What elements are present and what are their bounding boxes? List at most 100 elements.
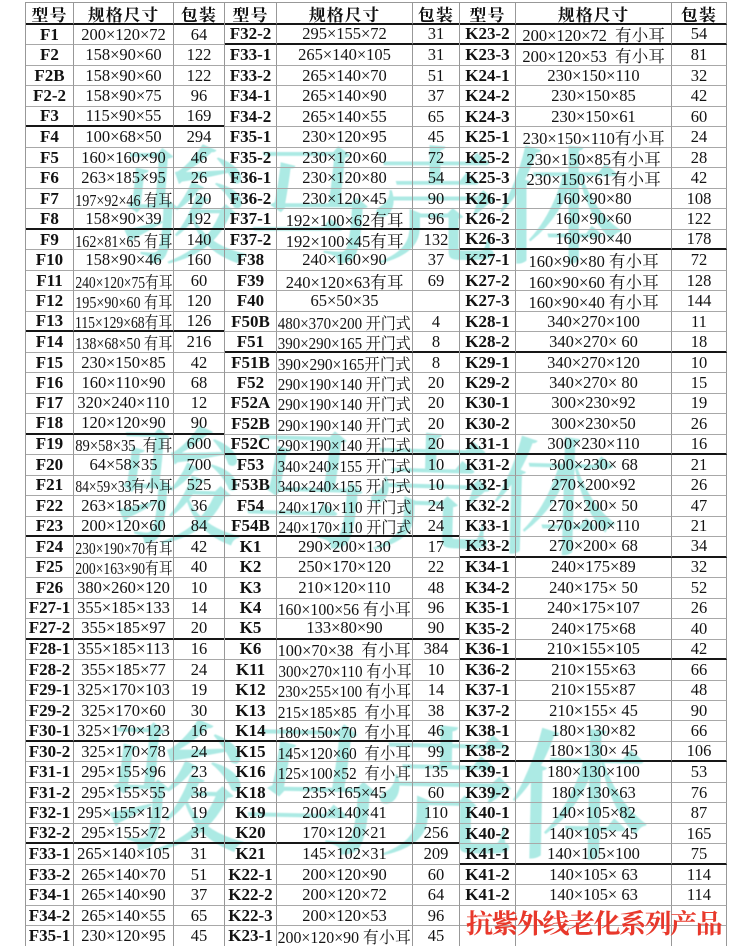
spec-cell: 320×240×110 bbox=[74, 393, 174, 415]
model-cell: K31-2 bbox=[460, 455, 516, 476]
spec-cell: 210×155×63 bbox=[516, 660, 672, 681]
model-cell: F22 bbox=[26, 496, 74, 517]
model-cell: K32-2 bbox=[460, 496, 516, 517]
model-cell: K41-2 bbox=[460, 885, 516, 906]
pack-cell: 37 bbox=[174, 885, 225, 906]
pack-cell: 31 bbox=[174, 844, 225, 865]
spec-cell: 120×120×90 bbox=[74, 413, 174, 435]
spec-cell: 170×120×21 bbox=[277, 823, 413, 845]
series-footnote: 抗紫外线老化系列产品 bbox=[466, 902, 723, 941]
model-cell: K33-1 bbox=[460, 516, 516, 538]
spec-cell: 240×120×75有耳 bbox=[74, 270, 174, 292]
model-cell: K27-2 bbox=[460, 271, 516, 292]
spec-table-group-2: 型号 规格尺寸 包装 F32-2 295×155×72 31 F33-1 265×140×10… bbox=[224, 1, 460, 946]
model-cell: K22-3 bbox=[225, 906, 277, 927]
model-cell: F52B bbox=[225, 414, 277, 435]
spec-cell: 197×92×46 有耳 bbox=[74, 188, 174, 210]
model-cell: K34-1 bbox=[460, 557, 516, 579]
model-cell: K41-2 bbox=[460, 865, 516, 886]
model-cell: K28-1 bbox=[460, 312, 516, 333]
spec-cell: 240×160×90 bbox=[277, 250, 413, 271]
spec-cell: 230×150×110 bbox=[516, 66, 672, 87]
spec-cell: 230×255×100 有小耳 bbox=[277, 680, 413, 702]
pack-cell: 20 bbox=[413, 393, 460, 415]
model-cell: K19 bbox=[225, 803, 277, 824]
model-cell: K30-2 bbox=[460, 414, 516, 435]
model-cell: K26-1 bbox=[460, 189, 516, 210]
model-cell: K40-2 bbox=[460, 824, 516, 845]
model-cell: K38-1 bbox=[460, 721, 516, 742]
model-cell: K26-2 bbox=[460, 209, 516, 230]
pack-cell: 84 bbox=[174, 516, 225, 538]
model-cell: K38-2 bbox=[460, 741, 516, 763]
pack-cell: 45 bbox=[413, 127, 460, 148]
pack-cell: 8 bbox=[413, 353, 460, 374]
model-cell: K24-1 bbox=[460, 66, 516, 87]
pack-cell: 48 bbox=[413, 578, 460, 599]
model-cell: F3 bbox=[26, 106, 74, 128]
pack-cell: 96 bbox=[413, 209, 460, 230]
pack-cell: 30 bbox=[174, 701, 225, 722]
model-cell: K37-2 bbox=[460, 701, 516, 722]
pack-cell: 132 bbox=[413, 230, 460, 251]
pack-cell: 120 bbox=[174, 291, 225, 312]
model-cell: K14 bbox=[225, 721, 277, 742]
model-cell: K30-1 bbox=[460, 393, 516, 415]
spec-cell: 355×185×97 bbox=[74, 618, 174, 640]
pack-cell: 90 bbox=[413, 189, 460, 210]
model-cell: F33-2 bbox=[26, 865, 74, 886]
spec-cell: 100×68×50 bbox=[74, 127, 174, 148]
spec-cell: 133×80×90 bbox=[277, 618, 413, 640]
pack-cell: 51 bbox=[413, 66, 460, 87]
pack-cell: 19 bbox=[174, 803, 225, 824]
spec-cell: 160×90×80 有小耳 bbox=[516, 250, 672, 271]
spec-cell: 230×150×110有小耳 bbox=[516, 127, 672, 148]
pack-cell: 28 bbox=[672, 148, 727, 169]
model-cell: F52C bbox=[225, 434, 277, 456]
pack-cell: 40 bbox=[174, 557, 225, 579]
pack-cell: 600 bbox=[174, 434, 225, 456]
model-cell: F53 bbox=[225, 455, 277, 476]
model-cell: F10 bbox=[26, 250, 74, 271]
pack-cell: 51 bbox=[174, 865, 225, 886]
model-cell: F8 bbox=[26, 209, 74, 230]
pack-cell: 54 bbox=[413, 168, 460, 189]
pack-cell: 294 bbox=[174, 127, 225, 148]
pack-cell: 31 bbox=[413, 45, 460, 66]
model-cell bbox=[460, 905, 516, 927]
model-cell: K41-1 bbox=[460, 844, 516, 865]
spec-cell: 192×100×45有耳 bbox=[277, 229, 413, 251]
pack-cell: 42 bbox=[174, 353, 225, 374]
spec-cell: 145×102×31 bbox=[277, 844, 413, 865]
pack-cell: 16 bbox=[174, 639, 225, 661]
pack-cell: 209 bbox=[413, 844, 460, 865]
pack-cell: 36 bbox=[174, 496, 225, 517]
model-cell: F27-2 bbox=[26, 618, 74, 640]
spec-cell: 230×150×85 bbox=[516, 86, 672, 107]
spec-cell: 265×140×70 bbox=[277, 66, 413, 87]
spec-cell: 355×185×77 bbox=[74, 660, 174, 681]
pack-cell: 165 bbox=[672, 824, 727, 845]
pack-cell: 76 bbox=[672, 783, 727, 804]
spec-cell: 200×140×41 bbox=[277, 803, 413, 824]
pack-cell: 68 bbox=[174, 373, 225, 394]
model-cell: F5 bbox=[26, 148, 74, 169]
spec-cell: 145×120×60 有小耳 bbox=[277, 741, 413, 763]
spec-cell: 263×185×70 bbox=[74, 496, 174, 517]
spec-cell: 295×155×72 bbox=[277, 24, 413, 46]
pack-cell: 45 bbox=[174, 926, 225, 946]
spec-cell bbox=[516, 905, 672, 927]
spec-cell: 240×170×110 开门式 bbox=[277, 496, 413, 517]
model-cell: K39-2 bbox=[460, 783, 516, 804]
spec-cell: 290×190×140 开门式 bbox=[277, 434, 413, 456]
model-cell: F30-1 bbox=[26, 721, 74, 742]
model-cell: K25-3 bbox=[460, 168, 516, 189]
spec-cell: 200×120×53 bbox=[277, 906, 413, 927]
model-cell: F32-1 bbox=[26, 803, 74, 824]
spec-cell: 180×130×82 bbox=[516, 721, 672, 742]
model-cell: F28-2 bbox=[26, 660, 74, 681]
header-model: 型号 bbox=[225, 1, 277, 26]
model-cell: F33-1 bbox=[26, 844, 74, 865]
model-cell: K28-2 bbox=[460, 332, 516, 353]
watermark-text-1: 骏马壳体 bbox=[121, 106, 624, 290]
